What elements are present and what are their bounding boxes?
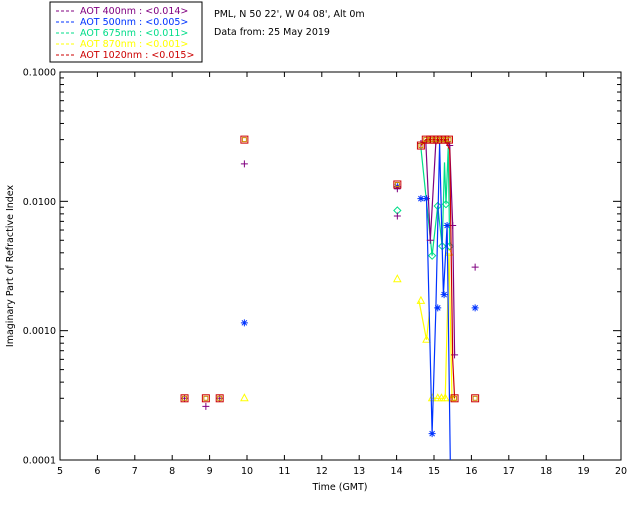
- x-tick-label: 6: [94, 466, 100, 477]
- data-point-1020: [444, 135, 453, 144]
- data-point-500: [428, 430, 436, 438]
- data-point-1020-inner: [452, 395, 458, 401]
- data-point-1020-inner: [217, 395, 223, 401]
- data-point-400: [426, 236, 434, 244]
- y-axis-label: Imaginary Part of Refractive Index: [5, 185, 16, 348]
- x-tick-label: 8: [169, 466, 175, 477]
- data-point-1020-inner: [418, 143, 424, 149]
- legend-item-400: AOT 400nm : <0.014>: [56, 6, 188, 17]
- x-tick-label: 13: [353, 466, 365, 477]
- x-tick-label: 7: [132, 466, 138, 477]
- data-point-870: [427, 393, 437, 402]
- data-point-1020: [450, 394, 459, 403]
- data-point-1020-inner: [394, 181, 400, 187]
- data-point-500: [440, 291, 448, 299]
- data-point-500: [417, 195, 425, 203]
- data-point-870: [422, 334, 431, 343]
- data-point-870: [240, 393, 249, 402]
- data-point-1020: [240, 135, 249, 144]
- data-point-400: [471, 263, 479, 271]
- legend-label-1020: AOT 1020nm : <0.015>: [80, 50, 194, 61]
- legend-label-400: AOT 400nm : <0.014>: [80, 6, 188, 17]
- x-tick-label: 20: [615, 466, 627, 477]
- x-tick-label: 10: [241, 466, 253, 477]
- series-870: [240, 247, 457, 402]
- data-point-500: [423, 195, 431, 203]
- x-tick-label: 14: [391, 466, 403, 477]
- series-675: [393, 147, 454, 260]
- series-line-870: [418, 300, 431, 340]
- x-axis-label: Time (GMT): [311, 482, 367, 493]
- data-point-1020: [393, 180, 402, 189]
- series-1020: [180, 135, 480, 403]
- data-point-1020-inner: [241, 137, 247, 143]
- data-point-1020-inner: [203, 395, 209, 401]
- x-tick-label: 5: [57, 466, 63, 477]
- x-tick-label: 11: [278, 466, 290, 477]
- legend-item-500: AOT 500nm : <0.005>: [56, 17, 188, 28]
- y-tick-label: 0.1000: [23, 68, 56, 79]
- data-point-870: [393, 274, 402, 283]
- date-info: Data from: 25 May 2019: [214, 27, 330, 38]
- data-point-870: [447, 393, 457, 402]
- data-point-1020-inner: [446, 137, 452, 143]
- site-info: PML, N 50 22', W 04 08', Alt 0m: [214, 9, 365, 20]
- data-point-870: [416, 295, 426, 304]
- data-point-400: [202, 402, 210, 410]
- data-point-1020: [201, 394, 210, 403]
- x-tick-label: 19: [578, 466, 590, 477]
- y-tick-label: 0.0010: [23, 326, 56, 337]
- x-tick-label: 12: [316, 466, 328, 477]
- y-tick-label: 0.0001: [23, 456, 56, 467]
- y-axis: 0.0001 0.0010 0.0100 0.1000: [23, 68, 621, 467]
- data-point-500: [240, 319, 248, 327]
- data-point-675: [427, 251, 437, 260]
- x-tick-label: 18: [540, 466, 552, 477]
- x-tick-label: 9: [207, 466, 213, 477]
- data-point-1020-inner: [182, 395, 188, 401]
- x-tick-label: 17: [503, 466, 515, 477]
- series-line-1020: [444, 139, 456, 399]
- x-tick-label: 16: [465, 466, 477, 477]
- data-point-1020: [471, 394, 480, 403]
- data-point-500: [471, 304, 479, 312]
- data-point-1020: [215, 394, 224, 403]
- data-point-1020: [180, 394, 189, 403]
- plot-area: [180, 135, 480, 460]
- series-line-675: [420, 147, 451, 256]
- data-point-1020: [421, 135, 430, 144]
- x-axis: 5 6 7 8 9 10 11 12 13 14 15 16 17 18 19 20: [57, 72, 627, 477]
- data-point-400: [240, 160, 248, 168]
- data-point-500: [443, 222, 451, 230]
- legend-box: [49, 1, 203, 63]
- data-point-1020: [416, 141, 425, 150]
- data-point-400: [393, 212, 401, 220]
- data-point-675: [441, 200, 451, 209]
- legend-label-870: AOT 870nm : <0.001>: [80, 39, 188, 50]
- legend-item-870: AOT 870nm : <0.001>: [56, 39, 188, 50]
- series-line-500: [420, 143, 451, 460]
- legend-label-675: AOT 675nm : <0.011>: [80, 28, 188, 39]
- y-tick-label: 0.0100: [23, 197, 56, 208]
- legend-item-1020: AOT 1020nm : <0.015>: [56, 50, 194, 61]
- data-point-870: [440, 393, 450, 402]
- data-point-1020-inner: [472, 395, 478, 401]
- legend-label-500: AOT 500nm : <0.005>: [80, 17, 188, 28]
- legend-item-675: AOT 675nm : <0.011>: [56, 28, 188, 39]
- plot-frame: [59, 71, 622, 461]
- x-tick-label: 15: [428, 466, 440, 477]
- data-point-500: [434, 304, 442, 312]
